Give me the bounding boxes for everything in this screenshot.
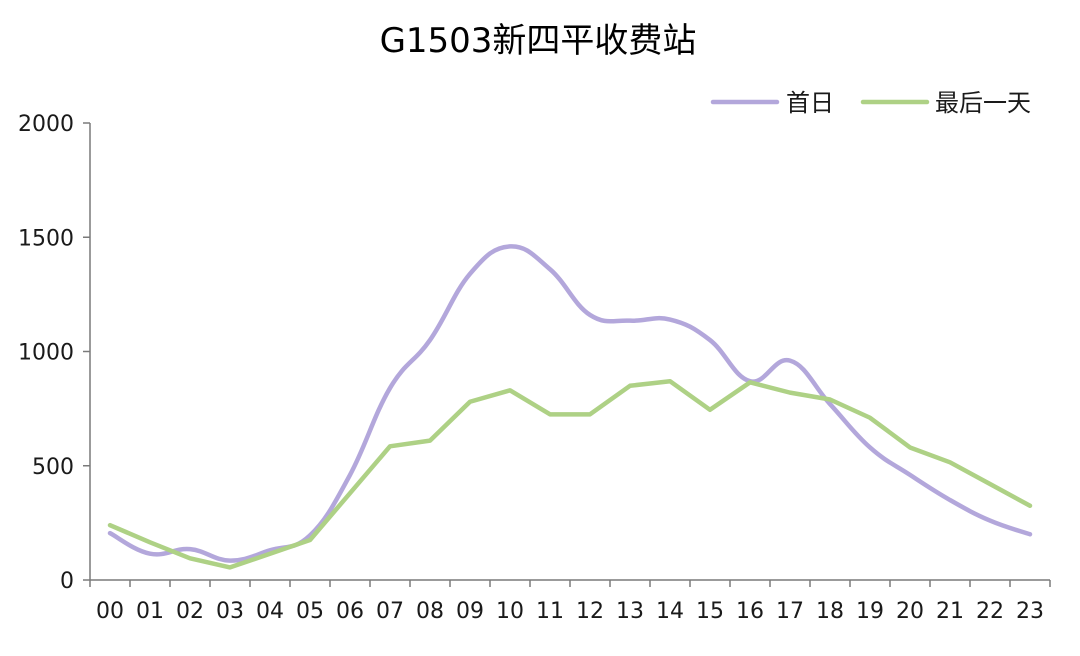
data-point bbox=[908, 445, 912, 449]
x-tick-label: 18 bbox=[816, 599, 844, 624]
data-point bbox=[428, 338, 432, 342]
series-line-1 bbox=[107, 378, 1033, 570]
y-tick-label: 1000 bbox=[18, 341, 74, 366]
data-point bbox=[348, 473, 352, 477]
x-tick-label: 23 bbox=[1016, 599, 1044, 624]
data-point bbox=[428, 438, 432, 442]
data-point bbox=[148, 540, 152, 544]
x-tick-label: 10 bbox=[496, 599, 524, 624]
x-tick-label: 20 bbox=[896, 599, 924, 624]
x-tick-label: 16 bbox=[736, 599, 764, 624]
data-point bbox=[1028, 532, 1032, 536]
x-tick-label: 06 bbox=[336, 599, 364, 624]
axes: 0 500 1000 1500 2000 00 01 02 03 04 05 06 07 08 09 10 11… bbox=[18, 112, 1051, 624]
data-point bbox=[228, 558, 232, 562]
x-tick-label: 04 bbox=[256, 599, 284, 624]
x-tick-label: 22 bbox=[976, 599, 1004, 624]
data-point bbox=[1028, 504, 1032, 508]
data-point bbox=[548, 267, 552, 271]
data-point bbox=[468, 272, 472, 276]
data-point bbox=[748, 380, 752, 384]
series-line-0 bbox=[107, 244, 1033, 563]
y-tick-label: 0 bbox=[60, 569, 74, 594]
data-point bbox=[348, 491, 352, 495]
legend: 首日 最后一天 bbox=[710, 89, 1031, 117]
data-point bbox=[948, 498, 952, 502]
data-point bbox=[188, 547, 192, 551]
x-tick-label: 08 bbox=[416, 599, 444, 624]
x-tick-label: 15 bbox=[696, 599, 724, 624]
y-tick-label: 2000 bbox=[18, 112, 74, 137]
data-point bbox=[668, 317, 672, 321]
data-point bbox=[708, 408, 712, 412]
data-point bbox=[628, 384, 632, 388]
data-point bbox=[508, 244, 512, 248]
series-layer bbox=[107, 244, 1033, 570]
data-point bbox=[628, 318, 632, 322]
y-tick-label: 500 bbox=[32, 455, 74, 480]
data-point bbox=[468, 400, 472, 404]
x-tick-label: 14 bbox=[656, 599, 684, 624]
data-point bbox=[588, 313, 592, 317]
data-point bbox=[828, 397, 832, 401]
x-tick-label: 13 bbox=[616, 599, 644, 624]
data-point bbox=[308, 538, 312, 542]
x-tick-label: 03 bbox=[216, 599, 244, 624]
data-point bbox=[988, 518, 992, 522]
y-tick-label: 1500 bbox=[18, 226, 74, 251]
data-point bbox=[788, 390, 792, 394]
data-point bbox=[108, 531, 112, 535]
legend-label: 最后一天 bbox=[935, 89, 1031, 117]
x-tick-label: 17 bbox=[776, 599, 804, 624]
data-point bbox=[868, 416, 872, 420]
data-point bbox=[668, 379, 672, 383]
x-tick-label: 12 bbox=[576, 599, 604, 624]
data-point bbox=[548, 412, 552, 416]
x-tick-label: 01 bbox=[136, 599, 164, 624]
data-point bbox=[708, 338, 712, 342]
x-tick-label: 07 bbox=[376, 599, 404, 624]
data-point bbox=[388, 444, 392, 448]
data-point bbox=[868, 445, 872, 449]
data-point bbox=[108, 523, 112, 527]
data-point bbox=[228, 565, 232, 569]
x-tick-label: 02 bbox=[176, 599, 204, 624]
data-point bbox=[908, 473, 912, 477]
x-tick-label: 09 bbox=[456, 599, 484, 624]
data-point bbox=[988, 482, 992, 486]
data-point bbox=[788, 358, 792, 362]
x-tick-label: 05 bbox=[296, 599, 324, 624]
x-tick-label: 11 bbox=[536, 599, 564, 624]
legend-label: 首日 bbox=[786, 89, 834, 117]
data-point bbox=[388, 386, 392, 390]
chart-title: G1503新四平收费站 bbox=[380, 21, 697, 61]
data-point bbox=[188, 556, 192, 560]
data-point bbox=[268, 552, 272, 556]
data-point bbox=[148, 552, 152, 556]
data-point bbox=[508, 388, 512, 392]
data-point bbox=[948, 460, 952, 464]
x-tick-label: 21 bbox=[936, 599, 964, 624]
x-tick-label: 19 bbox=[856, 599, 884, 624]
data-point bbox=[588, 412, 592, 416]
x-tick-label: 00 bbox=[96, 599, 124, 624]
